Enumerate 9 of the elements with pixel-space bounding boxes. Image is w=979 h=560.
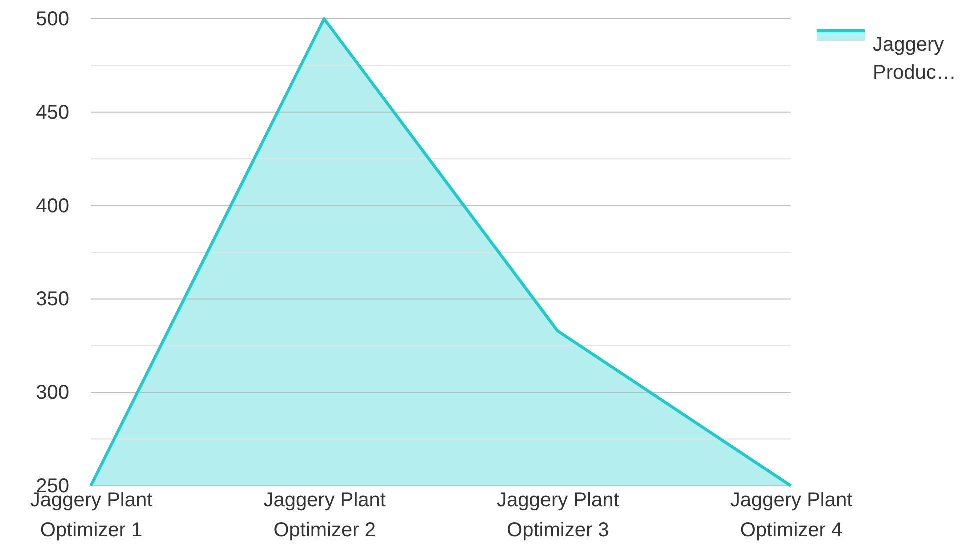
x-tick-label: Jaggery Plant Optimizer 2 (264, 490, 386, 542)
legend-label: Jaggery Produc… (873, 34, 956, 84)
y-tick-label: 350 (36, 288, 70, 311)
x-tick-label: Jaggery Plant Optimizer 4 (730, 490, 854, 542)
y-tick-label: 450 (36, 102, 70, 124)
y-tick-label: 300 (36, 382, 70, 404)
x-tick-label: Jaggery Plant Optimizer 3 (497, 490, 620, 542)
y-tick-label: 500 (36, 8, 70, 30)
y-tick-label: 400 (36, 195, 70, 218)
